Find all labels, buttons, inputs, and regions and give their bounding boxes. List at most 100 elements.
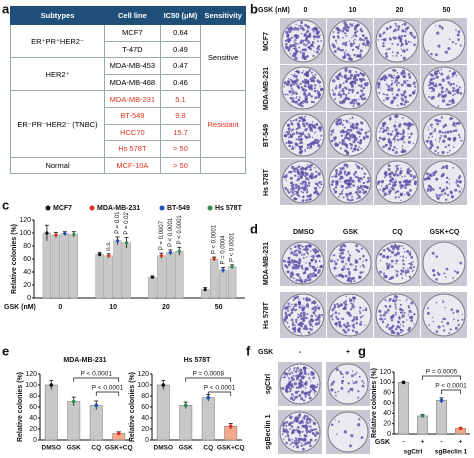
colony xyxy=(353,98,358,103)
colony xyxy=(402,267,405,270)
colony xyxy=(293,246,296,249)
colony xyxy=(297,125,301,129)
colony xyxy=(290,308,294,312)
colony xyxy=(458,136,461,139)
colony xyxy=(296,391,299,394)
colony xyxy=(295,92,298,95)
colony xyxy=(339,370,342,373)
colony xyxy=(351,91,354,94)
colony xyxy=(349,73,354,77)
colony xyxy=(304,416,307,418)
x-axis-label: GSK (nM) xyxy=(4,304,36,311)
colony xyxy=(283,429,287,433)
x-tick-label: DMSO xyxy=(42,445,62,452)
colony xyxy=(386,308,390,312)
colony xyxy=(391,178,394,181)
ic50: 9.8 xyxy=(159,107,202,125)
colony xyxy=(402,262,405,266)
y-axis-label: Relative colonies (%) xyxy=(17,372,24,442)
colony xyxy=(388,48,390,50)
colony xyxy=(359,72,361,74)
colony xyxy=(440,167,443,170)
colony xyxy=(452,94,454,97)
colony xyxy=(301,181,304,183)
colony xyxy=(298,25,300,27)
colony xyxy=(300,444,303,447)
colony xyxy=(334,419,337,421)
colony xyxy=(390,74,393,77)
colony xyxy=(403,151,406,153)
row-label: Hs 578T xyxy=(263,168,270,196)
colony xyxy=(441,172,445,177)
colony xyxy=(302,385,305,388)
colony xyxy=(347,192,351,196)
colony xyxy=(337,275,340,278)
colony xyxy=(337,93,340,96)
colony xyxy=(303,117,306,121)
colony xyxy=(308,164,312,169)
colony xyxy=(341,88,345,93)
colony xyxy=(301,100,304,103)
colony xyxy=(307,41,310,44)
colony xyxy=(290,431,294,435)
colony xyxy=(298,437,302,441)
row-label: Hs 578T xyxy=(263,301,270,329)
colony xyxy=(345,192,349,196)
colony xyxy=(408,307,411,309)
colony xyxy=(302,416,306,420)
colony xyxy=(301,304,304,307)
colony xyxy=(348,260,350,263)
legend-label: MDA-MB-231 xyxy=(97,205,140,212)
y-tick-label: 100 xyxy=(25,382,37,389)
colony xyxy=(401,147,403,149)
colony xyxy=(439,24,442,27)
colony xyxy=(455,29,457,31)
colony xyxy=(294,90,297,93)
colony xyxy=(405,319,408,321)
colony xyxy=(301,182,304,186)
colony xyxy=(342,189,344,191)
colony xyxy=(295,80,297,83)
colony xyxy=(335,42,338,44)
colony xyxy=(341,381,344,385)
colony xyxy=(334,391,337,394)
colony xyxy=(314,438,317,441)
colony xyxy=(397,25,401,29)
colony xyxy=(334,168,338,173)
colony xyxy=(286,375,289,377)
colony xyxy=(335,85,338,87)
colony xyxy=(288,258,291,261)
sensitivity: Sensitive xyxy=(200,24,246,92)
colony xyxy=(349,117,352,120)
colony xyxy=(290,312,293,315)
colony xyxy=(395,164,398,168)
colony xyxy=(335,181,339,185)
colony xyxy=(383,121,387,125)
colony xyxy=(296,193,300,197)
colony xyxy=(301,80,305,84)
colony xyxy=(442,300,445,304)
colony xyxy=(283,318,287,322)
colony xyxy=(413,80,416,83)
colony xyxy=(407,313,410,316)
colony xyxy=(339,90,341,93)
colony xyxy=(299,41,303,45)
colony xyxy=(304,89,307,92)
colony xyxy=(301,71,304,74)
colony xyxy=(296,320,298,322)
colony xyxy=(299,395,301,397)
colony xyxy=(296,375,300,379)
dot xyxy=(177,249,181,253)
colony xyxy=(310,255,312,258)
colony xyxy=(307,26,310,29)
colony xyxy=(318,49,321,51)
colony xyxy=(330,384,332,387)
colony xyxy=(287,260,291,264)
colony xyxy=(394,121,397,123)
colony xyxy=(289,170,292,174)
colony xyxy=(443,272,446,275)
colony xyxy=(347,92,350,95)
plate xyxy=(327,411,369,453)
colony xyxy=(360,187,363,190)
colony xyxy=(390,259,394,263)
